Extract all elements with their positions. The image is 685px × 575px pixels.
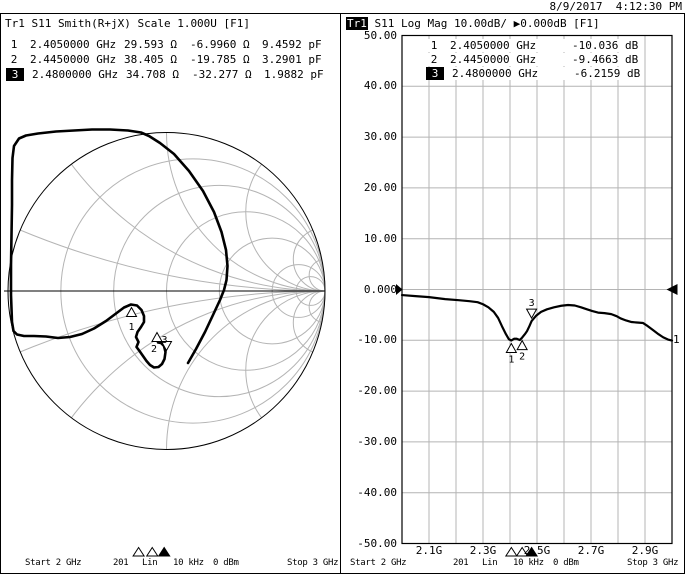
x-axis-label: 2.5G: [523, 544, 551, 557]
logmag-title-right: 0.000dB [F1]: [520, 17, 600, 30]
sweep-points[interactable]: 201: [453, 558, 469, 568]
y-axis-label: -20.00: [357, 384, 397, 398]
y-axis-label: -10.00: [357, 333, 397, 347]
sweep-type[interactable]: Lin: [482, 558, 498, 568]
marker-number: 1: [430, 39, 438, 52]
marker-resistance: 29.593 Ω: [124, 38, 177, 51]
smith-trace-label: Tr1: [5, 17, 25, 30]
stop-frequency[interactable]: Stop 3 GHz: [627, 558, 679, 568]
marker-capacitance: 3.2901 pF: [262, 53, 322, 66]
logmag-marker-row-3: 3 2.4800000 GHz -6.2159 dB: [426, 67, 641, 80]
logmag-title-left: S11 Log Mag 10.00dB/: [367, 17, 514, 30]
marker-number: 2: [430, 53, 438, 66]
output-power[interactable]: 0 dBm: [213, 558, 239, 568]
x-axis-label: 2.3G: [469, 544, 497, 557]
sweep-points[interactable]: 201: [113, 558, 129, 568]
stop-frequency[interactable]: Stop 3 GHz: [287, 558, 339, 568]
smith-marker-row-3: 3 2.4800000 GHz 34.708 Ω -32.277 Ω 1.9882 pF: [6, 68, 334, 81]
marker-reactance: -6.9960 Ω: [190, 38, 250, 51]
logmag-title-bar[interactable]: Tr1 S11 Log Mag 10.00dB/ ▶0.000dB [F1]: [346, 17, 600, 30]
marker-capacitance: 1.9882 pF: [264, 68, 324, 81]
if-bandwidth[interactable]: 10 kHz: [513, 558, 544, 568]
clock: 8/9/2017 4:12:30 PM: [549, 0, 682, 13]
marker-resistance: 38.405 Ω: [124, 53, 177, 66]
y-axis-label: 20.00: [363, 180, 397, 194]
marker-value: -9.4663 dB: [572, 53, 639, 66]
marker-frequency: 2.4050000 GHz: [30, 38, 117, 51]
smith-title: S11 Smith(R+jX) Scale 1.000U [F1]: [24, 17, 251, 30]
y-axis-label: 40.00: [363, 79, 397, 93]
start-frequency[interactable]: Start 2 GHz: [25, 558, 82, 568]
logmag-marker-row-2: 2 2.4450000 GHz -9.4663 dB: [426, 53, 639, 66]
marker-frequency: 2.4450000 GHz: [450, 53, 537, 66]
marker-number: 3: [426, 67, 444, 80]
marker-reactance: -19.785 Ω: [190, 53, 250, 66]
y-axis-label: 10.00: [363, 231, 397, 245]
sweep-type[interactable]: Lin: [142, 558, 158, 568]
x-axis-label: 2.7G: [577, 544, 605, 557]
reference-arrow-icon: ▶: [513, 17, 521, 30]
x-axis-label: 2.1G: [415, 544, 443, 557]
marker-frequency: 2.4800000 GHz: [452, 67, 539, 80]
x-axis-label: 2.9G: [631, 544, 659, 557]
y-axis-label: 30.00: [363, 130, 397, 144]
y-axis-label: -40.00: [357, 485, 397, 499]
if-bandwidth[interactable]: 10 kHz: [173, 558, 204, 568]
smith-marker-row-2: 2 2.4450000 GHz 38.405 Ω -19.785 Ω 3.2901 pF: [6, 53, 332, 66]
start-frequency[interactable]: Start 2 GHz: [350, 558, 407, 568]
y-axis-label: -30.00: [357, 434, 397, 448]
logmag-marker-row-1: 1 2.4050000 GHz -10.036 dB: [426, 39, 639, 52]
y-axis-label: 50.00: [363, 28, 397, 42]
marker-frequency: 2.4050000 GHz: [450, 39, 537, 52]
output-power[interactable]: 0 dBm: [553, 558, 579, 568]
marker-value: -6.2159 dB: [574, 67, 641, 80]
y-axis-label: 0.000: [363, 282, 397, 296]
marker-resistance: 34.708 Ω: [126, 68, 179, 81]
y-axis-label: -50.00: [357, 536, 397, 550]
marker-capacitance: 9.4592 pF: [262, 38, 322, 51]
smith-title-bar[interactable]: Tr1 S11 Smith(R+jX) Scale 1.000U [F1]: [5, 17, 250, 30]
trace-number-tag: 1: [673, 333, 680, 346]
smith-marker-row-1: 1 2.4050000 GHz 29.593 Ω -6.9960 Ω 9.4592 pF: [6, 38, 332, 51]
marker-number: 3: [6, 68, 24, 81]
marker-frequency: 2.4800000 GHz: [32, 68, 119, 81]
marker-reactance: -32.277 Ω: [192, 68, 252, 81]
marker-number: 1: [10, 38, 18, 51]
logmag-trace-label: Tr1: [346, 17, 368, 30]
marker-value: -10.036 dB: [572, 39, 639, 52]
marker-number: 2: [10, 53, 18, 66]
marker-frequency: 2.4450000 GHz: [30, 53, 117, 66]
